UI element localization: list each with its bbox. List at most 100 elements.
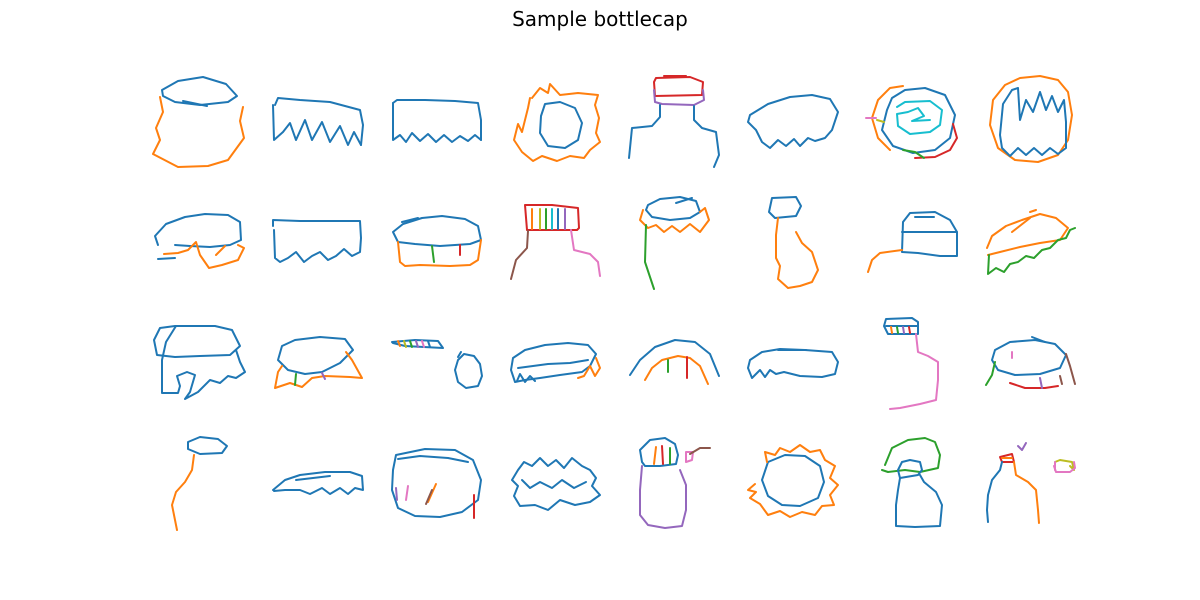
stroke bbox=[274, 351, 363, 389]
stroke bbox=[517, 359, 589, 369]
sketch-r4c8 bbox=[986, 442, 1076, 524]
sketch-r2c7 bbox=[867, 211, 958, 273]
stroke bbox=[397, 340, 401, 347]
stroke bbox=[154, 213, 242, 248]
sketch-r4c2 bbox=[272, 471, 364, 495]
stroke bbox=[914, 123, 958, 159]
stroke bbox=[689, 447, 711, 455]
stroke bbox=[272, 471, 364, 495]
stroke bbox=[985, 361, 996, 386]
stroke bbox=[403, 340, 407, 348]
stroke bbox=[661, 445, 664, 465]
stroke bbox=[768, 196, 802, 219]
sketch-r4c6 bbox=[747, 444, 839, 518]
sketch-r1c7 bbox=[865, 85, 958, 159]
stroke bbox=[881, 87, 956, 154]
stroke bbox=[392, 99, 482, 141]
stroke bbox=[881, 437, 941, 473]
stroke bbox=[391, 448, 482, 518]
stroke bbox=[182, 100, 208, 107]
stroke bbox=[272, 104, 362, 146]
stroke bbox=[425, 489, 433, 505]
sketch-r3c2 bbox=[274, 336, 363, 389]
sketch-r1c5 bbox=[628, 75, 720, 168]
sketch-r3c7 bbox=[883, 317, 939, 410]
sketch-r2c2 bbox=[272, 219, 362, 263]
stroke bbox=[644, 224, 655, 290]
sketch-r3c8 bbox=[985, 336, 1076, 389]
stroke bbox=[902, 149, 925, 159]
stroke bbox=[272, 219, 362, 263]
stroke bbox=[152, 96, 245, 168]
sketch-r1c6 bbox=[747, 94, 839, 149]
stroke bbox=[524, 204, 580, 231]
stroke bbox=[897, 459, 923, 479]
stroke bbox=[1011, 217, 1031, 233]
stroke bbox=[513, 83, 601, 162]
stroke bbox=[645, 196, 701, 221]
stroke bbox=[876, 119, 885, 123]
stroke bbox=[161, 76, 238, 106]
stroke bbox=[986, 213, 1069, 256]
stroke bbox=[392, 215, 482, 247]
stroke bbox=[391, 339, 444, 349]
sketch-r3c1 bbox=[153, 325, 246, 400]
stroke bbox=[397, 239, 482, 267]
sketch-r4c3 bbox=[391, 448, 482, 519]
stroke bbox=[653, 446, 657, 465]
stroke bbox=[644, 355, 709, 385]
stroke bbox=[986, 461, 1003, 523]
stroke bbox=[693, 105, 720, 168]
stroke bbox=[639, 437, 679, 467]
sketch-r1c1 bbox=[152, 76, 245, 168]
stroke bbox=[639, 465, 687, 529]
stroke bbox=[321, 372, 326, 380]
stroke bbox=[405, 485, 409, 501]
stroke bbox=[431, 245, 435, 263]
stroke bbox=[454, 353, 483, 389]
stroke bbox=[902, 326, 905, 334]
stroke bbox=[747, 94, 839, 149]
stroke bbox=[653, 89, 705, 106]
stroke bbox=[187, 436, 228, 455]
stroke bbox=[629, 339, 720, 377]
stroke bbox=[421, 340, 425, 348]
sketch-r4c4 bbox=[511, 457, 601, 511]
stroke bbox=[896, 326, 899, 334]
stroke bbox=[1013, 461, 1040, 524]
stroke bbox=[987, 227, 1076, 275]
sketch-r1c3 bbox=[392, 99, 482, 143]
stroke bbox=[901, 211, 958, 257]
stroke bbox=[577, 357, 601, 379]
sketch-r2c1 bbox=[154, 213, 245, 269]
stroke bbox=[510, 230, 529, 280]
sketch-r4c1 bbox=[171, 436, 228, 531]
sketch-r1c2 bbox=[272, 97, 364, 146]
sketch-r3c5 bbox=[629, 339, 720, 385]
sketch-r1c8 bbox=[989, 75, 1073, 163]
stroke bbox=[895, 474, 943, 528]
stroke bbox=[991, 339, 1067, 376]
sketch-r3c4 bbox=[510, 342, 601, 383]
stroke bbox=[415, 340, 419, 348]
stroke bbox=[685, 451, 694, 463]
stroke bbox=[1009, 382, 1059, 389]
stroke bbox=[1017, 442, 1027, 451]
stroke bbox=[628, 104, 661, 159]
sketch-r2c4 bbox=[510, 204, 601, 280]
stroke bbox=[395, 487, 398, 501]
stroke bbox=[653, 76, 704, 97]
stroke bbox=[539, 101, 583, 149]
stroke bbox=[163, 241, 245, 269]
stroke bbox=[427, 483, 437, 503]
stroke bbox=[427, 340, 431, 348]
stroke bbox=[171, 454, 195, 531]
stroke bbox=[295, 475, 331, 481]
sketch-r3c3 bbox=[391, 339, 483, 389]
stroke bbox=[989, 75, 1073, 163]
stroke bbox=[883, 317, 919, 335]
sketch-r2c5 bbox=[639, 196, 710, 290]
stroke bbox=[521, 479, 587, 489]
sketch-r4c5 bbox=[639, 437, 711, 529]
